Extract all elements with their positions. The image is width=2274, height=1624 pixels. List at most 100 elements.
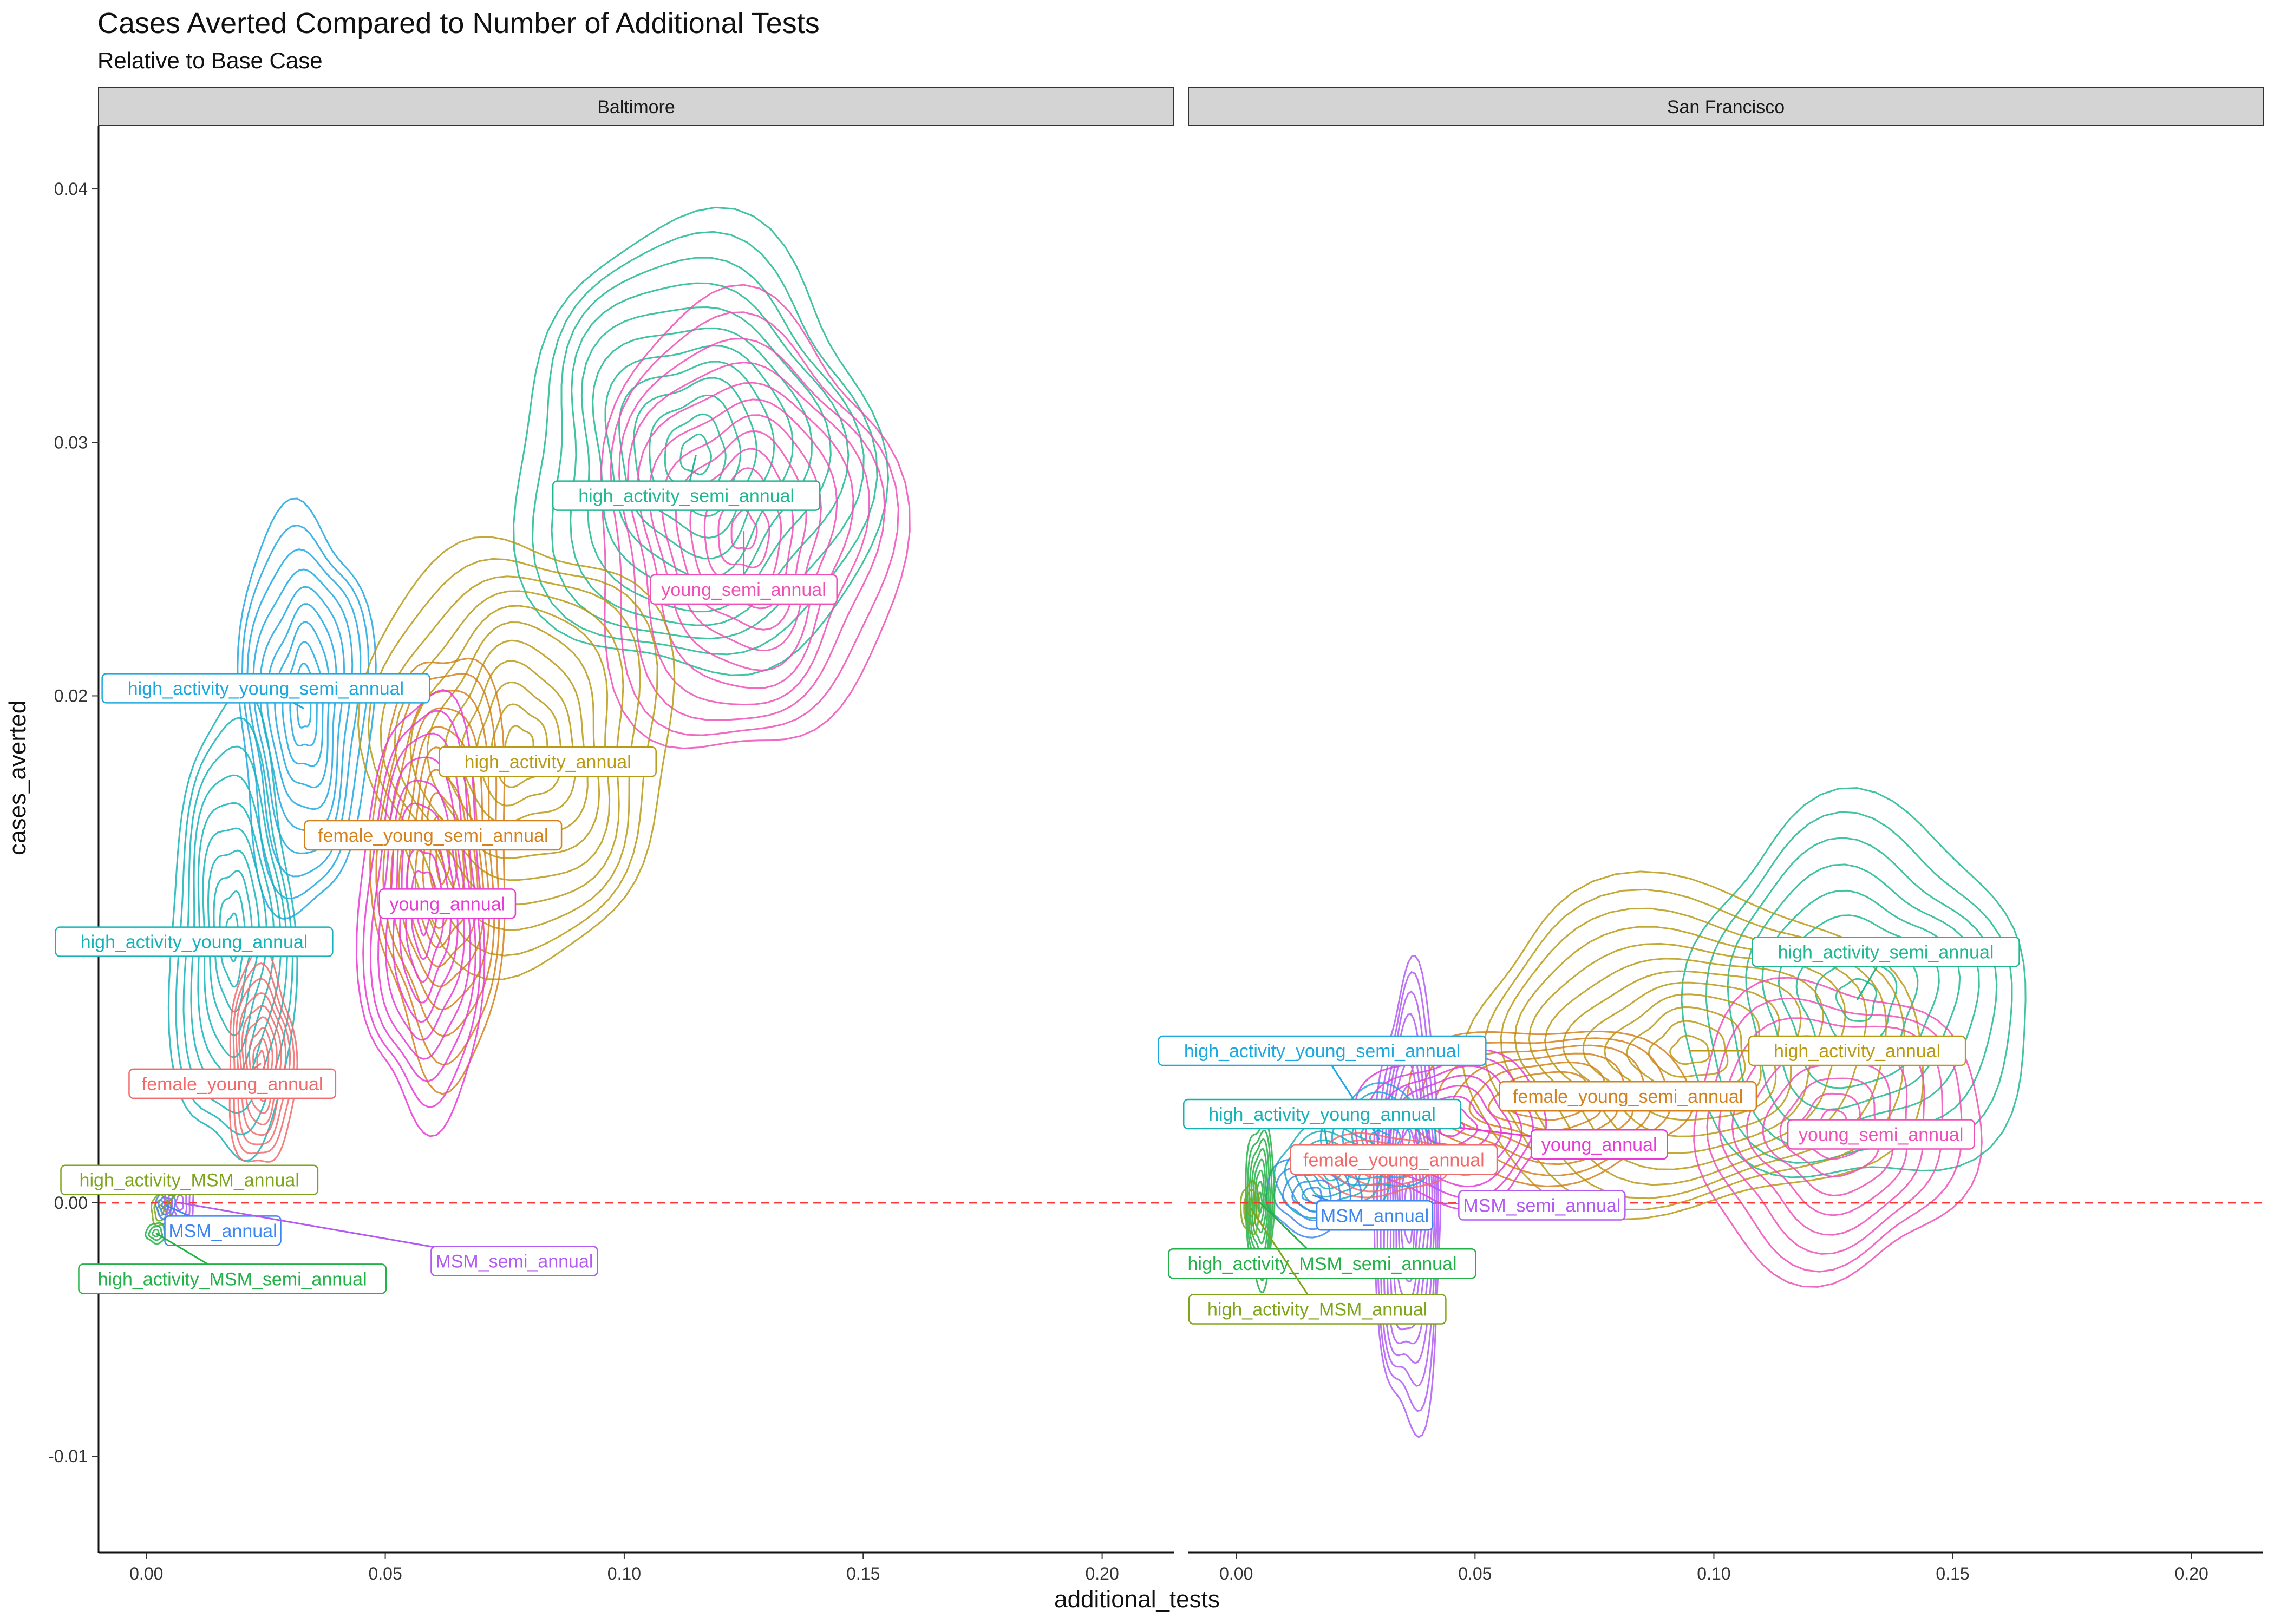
x-tick-label: 0.15 bbox=[1936, 1564, 1969, 1583]
facet-strip-label: San Francisco bbox=[1667, 97, 1785, 117]
series-label-box bbox=[101, 673, 430, 704]
series-label-box bbox=[1787, 1119, 1975, 1150]
chart-title: Cases Averted Compared to Number of Addi… bbox=[97, 7, 820, 40]
series-label: high_activity_annual bbox=[465, 752, 631, 772]
contour-young_semi_annual bbox=[1706, 997, 1963, 1273]
contour-high_activity_semi_annual bbox=[592, 327, 813, 597]
contour-high_activity_annual bbox=[1669, 1034, 1710, 1065]
series-label-box bbox=[1168, 1248, 1476, 1279]
series-label: MSM_semi_annual bbox=[435, 1252, 593, 1272]
series-label: high_activity_annual bbox=[1774, 1041, 1940, 1062]
series-label: MSM_annual bbox=[1321, 1206, 1429, 1226]
contour-high_activity_annual bbox=[1582, 981, 1781, 1121]
series-label-box bbox=[1188, 1294, 1447, 1325]
contour-MSM_semi_annual bbox=[175, 1194, 184, 1212]
contour-high_activity_semi_annual bbox=[551, 257, 865, 640]
contour-high_activity_annual bbox=[380, 575, 641, 931]
series-label: female_young_semi_annual bbox=[1513, 1086, 1743, 1107]
series-label-box bbox=[1530, 1129, 1668, 1160]
series-label: female_young_semi_annual bbox=[318, 826, 548, 846]
series-label-box bbox=[304, 820, 563, 851]
series-label-box bbox=[1182, 1098, 1462, 1130]
contour-high_activity_annual bbox=[394, 590, 624, 906]
facet-strip-label: Baltimore bbox=[597, 97, 675, 117]
series-label: high_activity_young_semi_annual bbox=[128, 678, 404, 699]
contour-high_activity_young_semi_annual bbox=[266, 603, 337, 810]
contour-young_semi_annual bbox=[730, 509, 758, 550]
contour-high_activity_MSM_semi_annual bbox=[145, 1222, 166, 1245]
series-label-box bbox=[552, 480, 821, 511]
contour-high_activity_young_semi_annual bbox=[282, 641, 324, 767]
x-tick-label: 0.15 bbox=[846, 1564, 880, 1583]
series-label: high_activity_semi_annual bbox=[578, 486, 794, 507]
contour-young_semi_annual bbox=[618, 337, 886, 721]
contour-female_young_semi_annual bbox=[1487, 1071, 1602, 1131]
contour-MSM_annual bbox=[161, 1200, 169, 1211]
contour-high_activity_annual bbox=[367, 558, 658, 957]
series-label-box bbox=[1752, 937, 2020, 967]
contour-high_activity_annual bbox=[1626, 1006, 1746, 1091]
contour-young_annual bbox=[362, 710, 481, 1109]
contour-female_young_annual bbox=[238, 992, 287, 1136]
contour-young_semi_annual bbox=[1693, 977, 1983, 1288]
series-label: high_activity_MSM_annual bbox=[80, 1170, 299, 1191]
series-label: female_young_annual bbox=[1303, 1150, 1485, 1170]
x-tick-label: 0.10 bbox=[1697, 1564, 1730, 1583]
contour-high_activity_MSM_semi_annual bbox=[151, 1229, 160, 1237]
contour-high_activity_semi_annual bbox=[1761, 889, 1961, 1111]
contour-high_activity_young_semi_annual bbox=[237, 497, 377, 920]
series-label-box bbox=[1748, 1035, 1966, 1066]
series-label-box bbox=[60, 1164, 319, 1195]
contour-high_activity_young_semi_annual bbox=[273, 621, 330, 789]
series-label: female_young_annual bbox=[142, 1074, 323, 1095]
contour-high_activity_annual bbox=[409, 605, 611, 881]
x-tick-label: 0.20 bbox=[2175, 1564, 2208, 1583]
contour-high_activity_annual bbox=[1562, 970, 1802, 1137]
contour-female_young_annual bbox=[241, 1005, 283, 1126]
y-tick-label: 0.00 bbox=[54, 1193, 88, 1213]
contour-high_activity_semi_annual bbox=[1681, 787, 2027, 1178]
contour-young_semi_annual bbox=[1779, 1077, 1880, 1178]
contour-young_semi_annual bbox=[610, 311, 899, 736]
contour-young_semi_annual bbox=[626, 361, 870, 706]
label-connector bbox=[1250, 1207, 1318, 1310]
y-tick-label: 0.04 bbox=[54, 179, 88, 199]
series-label-box bbox=[1158, 1035, 1487, 1066]
x-tick-label: 0.10 bbox=[607, 1564, 641, 1583]
series-label: young_annual bbox=[390, 894, 506, 914]
facet-strip bbox=[98, 87, 1174, 126]
contour-high_activity_young_semi_annual bbox=[246, 548, 362, 878]
contour-female_young_semi_annual bbox=[382, 690, 495, 1037]
series-label: high_activity_young_annual bbox=[1208, 1104, 1436, 1125]
series-label-box bbox=[1458, 1190, 1626, 1221]
x-tick-label: 0.05 bbox=[368, 1564, 402, 1583]
contour-young_semi_annual bbox=[637, 382, 854, 690]
contour-high_activity_semi_annual bbox=[1814, 958, 1898, 1044]
contour-young_semi_annual bbox=[600, 284, 911, 750]
contour-high_activity_MSM_annual bbox=[1240, 1180, 1261, 1235]
series-label: high_activity_young_semi_annual bbox=[1184, 1041, 1460, 1062]
contour-female_young_annual bbox=[235, 978, 291, 1145]
contour-high_activity_semi_annual bbox=[618, 361, 775, 560]
series-label-box bbox=[1290, 1144, 1498, 1175]
contour-high_activity_semi_annual bbox=[633, 377, 757, 539]
contour-young_semi_annual bbox=[661, 414, 822, 652]
contour-female_young_annual bbox=[228, 947, 298, 1163]
contour-high_activity_annual bbox=[476, 681, 563, 807]
contour-high_activity_MSM_semi_annual bbox=[148, 1225, 164, 1241]
series-label: high_activity_young_annual bbox=[81, 932, 308, 953]
contour-high_activity_semi_annual bbox=[679, 433, 713, 475]
contour-high_activity_young_semi_annual bbox=[241, 525, 370, 900]
chart-subtitle: Relative to Base Case bbox=[97, 48, 323, 73]
contour-female_young_annual bbox=[245, 1016, 278, 1114]
contour-high_activity_MSM_annual bbox=[1243, 1188, 1258, 1226]
contour-female_young_semi_annual bbox=[414, 769, 472, 949]
contour-high_activity_semi_annual bbox=[604, 344, 794, 580]
contour-female_young_annual bbox=[232, 962, 295, 1155]
contour-high_activity_annual bbox=[443, 639, 589, 841]
series-label: young_semi_annual bbox=[1799, 1124, 1963, 1145]
y-tick-label: 0.03 bbox=[54, 433, 88, 452]
series-label: MSM_semi_annual bbox=[1463, 1196, 1620, 1216]
contour-young_annual bbox=[355, 689, 486, 1137]
